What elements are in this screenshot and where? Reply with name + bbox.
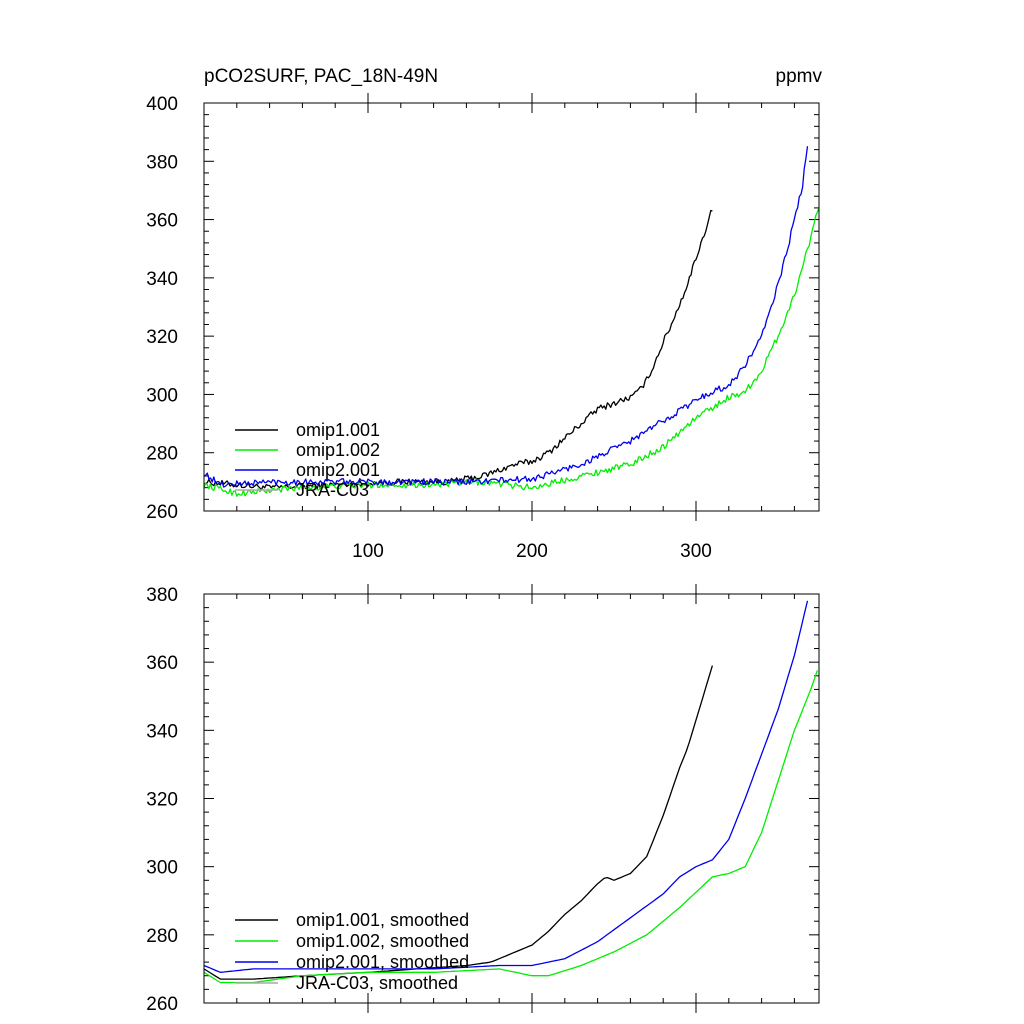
bottom-y-tick-label: 320 bbox=[146, 790, 178, 811]
bottom-y-tick-label: 340 bbox=[146, 721, 178, 742]
top-y-tick-label: 340 bbox=[146, 269, 178, 290]
bottom-legend-label: JRA-C03, smoothed bbox=[296, 973, 458, 993]
top-series-line-omip1-001 bbox=[204, 211, 712, 490]
top-series-line-omip2-001 bbox=[204, 146, 808, 487]
top-y-tick-label: 280 bbox=[146, 444, 178, 465]
bottom-y-tick-label: 260 bbox=[146, 994, 178, 1015]
top-y-tick-label: 320 bbox=[146, 327, 178, 348]
bottom-legend-label: omip1.001, smoothed bbox=[296, 910, 469, 930]
top-y-tick-label: 380 bbox=[146, 152, 178, 173]
top-y-tick-label: 260 bbox=[146, 502, 178, 523]
top-chart-title: pCO2SURF, PAC_18N-49N bbox=[204, 66, 438, 87]
top-chart-panel: pCO2SURF, PAC_18N-49N ppmv 260 280 300 320 3… bbox=[146, 66, 822, 562]
bottom-y-tick-label: 300 bbox=[146, 858, 178, 879]
bottom-chart-panel: 260 280 300 320 340 360 380 omip1.001, smoothe… bbox=[146, 584, 819, 1015]
figure: pCO2SURF, PAC_18N-49N ppmv 260 280 300 320 3… bbox=[0, 0, 1024, 1024]
bottom-legend-label: omip2.001, smoothed bbox=[296, 952, 469, 972]
top-legend-label: omip1.002 bbox=[296, 440, 380, 460]
bottom-series-line-omip2-001-smoothed bbox=[204, 601, 808, 973]
bottom-y-tick-label: 280 bbox=[146, 926, 178, 947]
top-y-tick-label: 360 bbox=[146, 211, 178, 232]
top-legend-label: omip2.001 bbox=[296, 460, 380, 480]
bottom-legend-label: omip1.002, smoothed bbox=[296, 931, 469, 951]
top-chart-units: ppmv bbox=[776, 66, 823, 87]
bottom-y-tick-label: 380 bbox=[146, 585, 178, 606]
top-legend-label: omip1.001 bbox=[296, 420, 380, 440]
bottom-y-tick-label: 360 bbox=[146, 653, 178, 674]
top-x-tick-label: 100 bbox=[352, 541, 384, 562]
bottom-chart-axes: 260 280 300 320 340 360 380 bbox=[146, 584, 819, 1015]
top-y-tick-label: 300 bbox=[146, 385, 178, 406]
top-legend-label: JRA-C03 bbox=[296, 480, 369, 500]
top-y-tick-label: 400 bbox=[146, 94, 178, 115]
top-x-tick-label: 200 bbox=[516, 541, 548, 562]
top-x-tick-label: 300 bbox=[680, 541, 712, 562]
